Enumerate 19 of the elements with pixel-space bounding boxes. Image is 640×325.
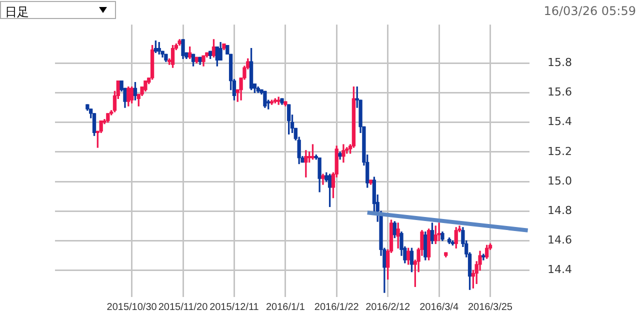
- x-tick-label: 2015/12/11: [210, 302, 260, 313]
- x-tick-label: 2016/3/25: [468, 302, 513, 313]
- x-tick-label: 2016/3/4: [420, 302, 459, 313]
- x-tick-label: 2016/1/22: [314, 302, 360, 313]
- x-tick-label: 2015/10/30: [106, 302, 158, 313]
- candlestick: [437, 222, 441, 242]
- x-tick-label: 2016/2/12: [366, 302, 411, 313]
- text: 16/03/26 05:59: [544, 4, 636, 18]
- y-tick-label: 15.2: [548, 144, 572, 158]
- y-tick-label: 14.4: [548, 263, 572, 276]
- dropdown-field: 日足: [0, 1, 116, 19]
- y-tick-label: 15.6: [548, 86, 572, 99]
- y-tick-label: 14.6: [548, 234, 572, 247]
- y-tick-label: 15.8: [548, 56, 572, 69]
- y-tick-label: 15.0: [548, 174, 572, 188]
- y-tick-label: 14.8: [548, 204, 572, 217]
- y-tick-label: 15.4: [548, 115, 572, 128]
- x-tick-label: 2016/1/1: [266, 302, 306, 313]
- x-tick-label: 2015/11/20: [158, 302, 208, 313]
